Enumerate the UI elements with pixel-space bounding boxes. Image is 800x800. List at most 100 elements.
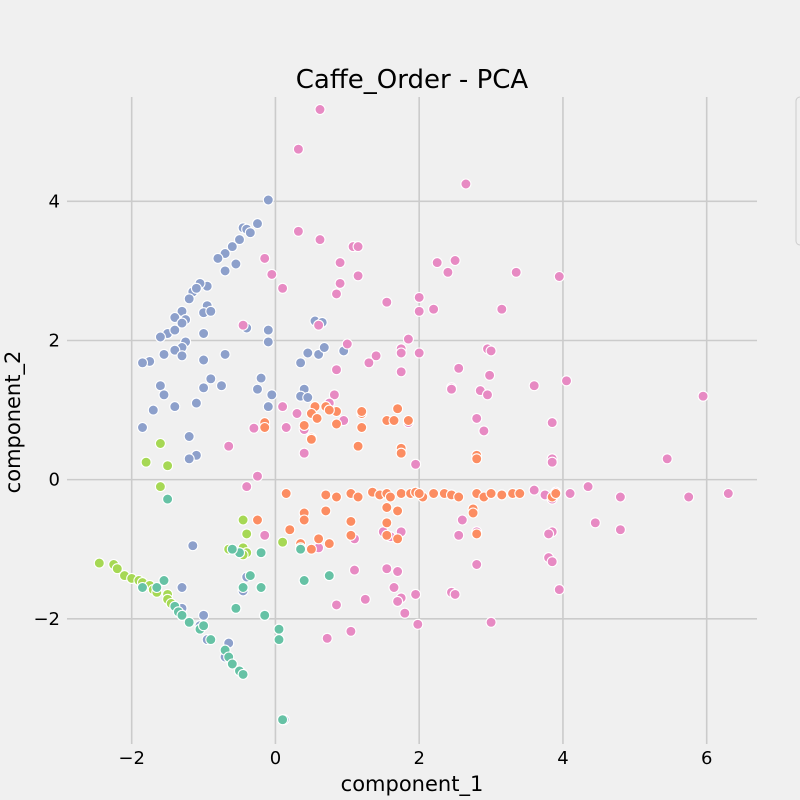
data-point bbox=[467, 507, 479, 519]
data-point bbox=[341, 338, 353, 350]
data-point bbox=[280, 421, 292, 434]
legend-box bbox=[795, 96, 800, 246]
data-point bbox=[244, 570, 256, 582]
data-point bbox=[237, 668, 249, 680]
data-point bbox=[230, 602, 242, 614]
data-point bbox=[560, 375, 573, 387]
data-point bbox=[93, 557, 105, 569]
data-point bbox=[428, 487, 440, 500]
data-point bbox=[277, 714, 289, 726]
data-point bbox=[449, 254, 461, 267]
data-point bbox=[302, 391, 314, 404]
data-point bbox=[136, 421, 149, 434]
y-tick-label: 4 bbox=[49, 191, 60, 212]
data-point bbox=[277, 282, 289, 294]
data-point bbox=[169, 401, 181, 413]
data-point bbox=[230, 258, 242, 270]
data-point bbox=[553, 584, 565, 596]
data-point bbox=[262, 324, 274, 336]
x-tick-label: 6 bbox=[701, 748, 712, 769]
data-point bbox=[136, 581, 149, 594]
data-point bbox=[223, 440, 235, 452]
data-point bbox=[392, 403, 404, 415]
data-point bbox=[428, 303, 440, 315]
data-point bbox=[205, 305, 217, 317]
data-point bbox=[485, 616, 497, 628]
data-point bbox=[478, 425, 490, 437]
data-point bbox=[410, 588, 422, 600]
data-point bbox=[528, 380, 540, 392]
data-point bbox=[352, 270, 364, 282]
data-point bbox=[412, 618, 424, 630]
data-point bbox=[198, 382, 210, 394]
series-1 bbox=[223, 103, 734, 644]
data-point bbox=[255, 547, 267, 559]
data-point bbox=[392, 565, 404, 578]
data-point bbox=[183, 616, 195, 628]
data-point bbox=[431, 257, 443, 269]
data-point bbox=[392, 505, 404, 517]
data-point bbox=[154, 331, 166, 343]
data-point bbox=[589, 517, 601, 529]
data-point bbox=[481, 389, 494, 401]
data-point bbox=[259, 609, 271, 621]
data-point bbox=[413, 487, 425, 500]
data-point bbox=[510, 266, 522, 278]
data-point bbox=[140, 456, 152, 468]
data-point bbox=[399, 607, 411, 619]
data-point bbox=[226, 543, 238, 555]
data-points bbox=[93, 103, 734, 726]
data-point bbox=[298, 419, 310, 431]
data-point bbox=[176, 317, 188, 329]
data-point bbox=[183, 430, 195, 443]
data-point bbox=[449, 588, 461, 600]
data-point bbox=[255, 372, 267, 384]
data-point bbox=[661, 453, 673, 465]
data-point bbox=[314, 234, 326, 246]
x-axis-label: component_1 bbox=[341, 772, 484, 797]
data-point bbox=[348, 564, 361, 576]
data-point bbox=[298, 514, 310, 526]
data-point bbox=[392, 533, 404, 545]
data-point bbox=[395, 487, 407, 500]
data-point bbox=[233, 234, 246, 246]
data-point bbox=[169, 324, 181, 336]
data-point bbox=[244, 227, 256, 239]
data-point bbox=[528, 484, 540, 496]
data-point bbox=[262, 401, 274, 413]
data-point bbox=[413, 305, 425, 317]
data-point bbox=[381, 563, 393, 575]
series-4 bbox=[136, 493, 335, 726]
data-point bbox=[323, 538, 335, 550]
data-point bbox=[381, 517, 393, 529]
data-point bbox=[251, 383, 264, 395]
data-point bbox=[266, 389, 278, 401]
data-point bbox=[330, 418, 343, 430]
data-point bbox=[176, 350, 188, 362]
data-point bbox=[313, 533, 325, 545]
data-point bbox=[442, 266, 454, 278]
data-point bbox=[395, 447, 407, 459]
data-point bbox=[237, 319, 249, 331]
data-point bbox=[226, 658, 238, 670]
data-point bbox=[381, 529, 393, 541]
data-point bbox=[683, 491, 695, 503]
data-point bbox=[413, 291, 425, 303]
data-point bbox=[154, 481, 166, 493]
data-point bbox=[453, 491, 465, 503]
y-tick-label: 2 bbox=[49, 330, 60, 351]
data-point bbox=[352, 440, 364, 452]
data-point bbox=[190, 282, 202, 294]
data-point bbox=[320, 489, 332, 501]
data-point bbox=[456, 514, 468, 526]
data-point bbox=[291, 407, 303, 420]
data-point bbox=[318, 341, 330, 354]
x-tick-label: −2 bbox=[118, 748, 145, 769]
data-point bbox=[550, 487, 562, 500]
data-point bbox=[330, 491, 343, 503]
data-point bbox=[722, 487, 734, 500]
data-point bbox=[111, 563, 123, 575]
data-point bbox=[277, 401, 289, 413]
data-point bbox=[370, 350, 382, 362]
